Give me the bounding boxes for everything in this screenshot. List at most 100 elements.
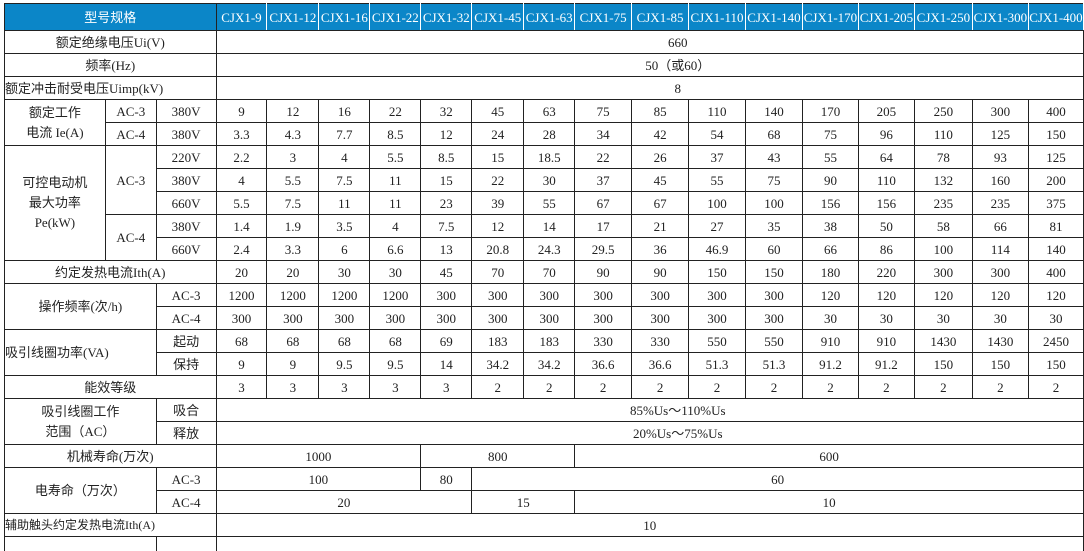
header-model: CJX1-12 xyxy=(267,4,319,31)
value-cell: 30 xyxy=(1028,307,1083,330)
value-cell: 24.3 xyxy=(524,238,575,261)
header-model: CJX1-170 xyxy=(802,4,858,31)
value-cell: 300 xyxy=(689,284,746,307)
value-cell: 2 xyxy=(914,376,972,399)
value-cell: 30 xyxy=(524,169,575,192)
value-cell: 132 xyxy=(914,169,972,192)
value-cell: 120 xyxy=(972,284,1028,307)
value-cell: 150 xyxy=(972,353,1028,376)
value-cell: 70 xyxy=(472,261,524,284)
value-cell: 66 xyxy=(972,215,1028,238)
value-cell: 910 xyxy=(802,330,858,353)
value-cell: 75 xyxy=(575,100,632,123)
header-model: CJX1-9 xyxy=(216,4,267,31)
value-cell: 69 xyxy=(421,330,472,353)
value-cell: 140 xyxy=(745,100,802,123)
value-cell: 6 xyxy=(319,238,370,261)
value-cell: 3.3 xyxy=(267,238,319,261)
value-cell: 150 xyxy=(1028,353,1083,376)
value-cell: 11 xyxy=(370,169,421,192)
value-cell: 51.3 xyxy=(745,353,802,376)
value-cell: 2 xyxy=(745,376,802,399)
label-line: 可控电动机 xyxy=(22,175,87,190)
value-cell: 45 xyxy=(632,169,689,192)
frequency-value: 50（或60） xyxy=(216,54,1083,77)
value-cell: 120 xyxy=(914,284,972,307)
value-cell: 1.4 xyxy=(216,215,267,238)
value-cell: 183 xyxy=(524,330,575,353)
value-cell: 300 xyxy=(972,100,1028,123)
value-cell: 20 xyxy=(216,261,267,284)
value-cell: 250 xyxy=(914,100,972,123)
value-cell: 75 xyxy=(745,169,802,192)
value-cell: 110 xyxy=(689,100,746,123)
coil-range-label: 吸引线圈工作范围（AC） xyxy=(5,399,157,445)
value-cell: 66 xyxy=(802,238,858,261)
release-value: 20%Us～75%Us xyxy=(216,422,1083,445)
value-cell: 68 xyxy=(267,330,319,353)
value-cell: 36.6 xyxy=(575,353,632,376)
row-label: 频率(Hz) xyxy=(5,54,217,77)
value-cell: 12 xyxy=(472,215,524,238)
value-cell: 2 xyxy=(472,376,524,399)
value-cell: 68 xyxy=(319,330,370,353)
value-cell: 14 xyxy=(421,353,472,376)
value-cell: 26 xyxy=(632,146,689,169)
value-cell: 3 xyxy=(216,376,267,399)
value-cell: 11 xyxy=(370,192,421,215)
value-cell: 15 xyxy=(472,146,524,169)
value-cell: 30 xyxy=(914,307,972,330)
value-cell: 125 xyxy=(1028,146,1083,169)
header-model: CJX1-63 xyxy=(524,4,575,31)
value-cell: 300 xyxy=(745,307,802,330)
value-cell: 300 xyxy=(421,284,472,307)
value-cell: 42 xyxy=(632,123,689,146)
value-cell: 45 xyxy=(472,100,524,123)
label-line: 范围（AC） xyxy=(45,424,115,439)
value-cell: 34.2 xyxy=(472,353,524,376)
value-cell: 2.2 xyxy=(216,146,267,169)
value-cell: 90 xyxy=(802,169,858,192)
category: 吸合 xyxy=(156,399,216,422)
value-cell: 21 xyxy=(632,215,689,238)
value-cell: 300 xyxy=(914,261,972,284)
value-cell: 150 xyxy=(689,261,746,284)
value-cell: 330 xyxy=(632,330,689,353)
value-cell: 90 xyxy=(632,261,689,284)
category: AC-4 xyxy=(105,215,156,261)
value-cell: 22 xyxy=(370,100,421,123)
value-cell: 63 xyxy=(524,100,575,123)
value-cell: 34.2 xyxy=(524,353,575,376)
empty-cell xyxy=(216,537,1083,551)
value-cell: 1200 xyxy=(216,284,267,307)
header-model: CJX1-45 xyxy=(472,4,524,31)
value-cell: 2 xyxy=(524,376,575,399)
value-cell: 20.8 xyxy=(472,238,524,261)
value-cell: 110 xyxy=(914,123,972,146)
label-line: 最大功率 xyxy=(29,195,81,210)
value-cell: 24 xyxy=(472,123,524,146)
value-cell: 300 xyxy=(319,307,370,330)
insulation-row: 额定绝缘电压Ui(V) 660 xyxy=(5,31,1084,54)
value-cell: 300 xyxy=(472,307,524,330)
value-cell: 156 xyxy=(802,192,858,215)
value-cell: 300 xyxy=(575,307,632,330)
category: 保持 xyxy=(156,353,216,376)
value-cell: 300 xyxy=(370,307,421,330)
header-model: CJX1-16 xyxy=(319,4,370,31)
value-cell: 28 xyxy=(524,123,575,146)
label-line: 吸引线圈工作 xyxy=(41,404,119,419)
value-cell: 150 xyxy=(745,261,802,284)
value-cell: 300 xyxy=(216,307,267,330)
value-cell: 2450 xyxy=(1028,330,1083,353)
value-cell: 150 xyxy=(1028,123,1083,146)
value-cell: 1200 xyxy=(319,284,370,307)
value-cell: 18.5 xyxy=(524,146,575,169)
